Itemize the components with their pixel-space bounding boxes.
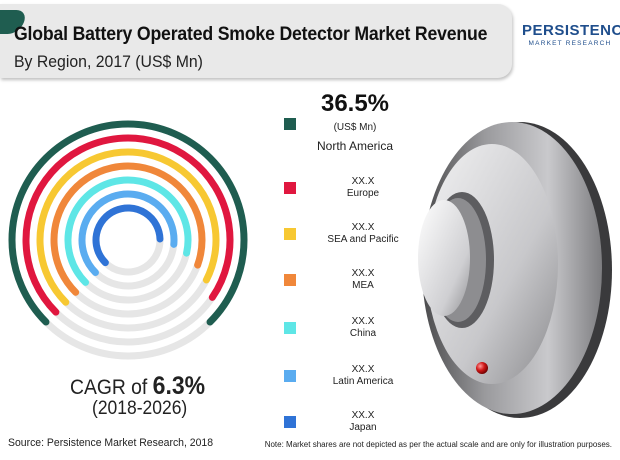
cagr-period: (2018-2026) — [92, 398, 188, 419]
legend-swatch-japan — [284, 416, 296, 428]
source-note: Source: Persistence Market Research, 201… — [8, 437, 214, 449]
title-banner: Global Battery Operated Smoke Detector M… — [0, 4, 512, 78]
legend-label-mea: MEA — [352, 280, 374, 291]
ring-track-4 — [82, 249, 191, 304]
legend-label-europe: Europe — [346, 188, 380, 199]
legend-value-sea-pacific: XX.X — [351, 222, 375, 233]
logo-wordmark: PERSISTENCE — [522, 22, 620, 39]
north-america-name: North America — [316, 139, 394, 153]
smoke-detector-illustration — [418, 122, 612, 418]
ring-track-0 — [43, 318, 214, 360]
legend-value-mea: XX.X — [351, 268, 375, 279]
ring-bar-mea — [50, 162, 206, 296]
ring-track-3 — [72, 261, 202, 318]
ring-bar-north-america — [8, 120, 248, 326]
ring-bar-europe — [22, 134, 234, 316]
chart-title: Global Battery Operated Smoke Detector M… — [14, 24, 488, 45]
ring-bar-sea-and-pacific — [36, 148, 220, 306]
legend-swatch-latin-america — [284, 370, 296, 382]
legend-value-europe: XX.X — [351, 176, 375, 187]
cagr-value: 6.3% — [152, 372, 206, 400]
ring-bar-china — [64, 176, 192, 286]
legend-swatch-europe — [284, 182, 296, 194]
detector-sensor-cap — [418, 200, 470, 316]
ring-track-1 — [53, 293, 216, 346]
chart-subtitle: By Region, 2017 (US$ Mn) — [14, 52, 203, 71]
ring-bar-latin-america — [78, 190, 178, 277]
persistence-logo: PERSISTENCE MARKET RESEARCH — [522, 22, 620, 47]
legend-swatch-china — [284, 322, 296, 334]
legend-label-china: China — [349, 328, 377, 339]
logo-tagline: MARKET RESEARCH — [528, 40, 612, 47]
legend-swatch-sea-pacific — [284, 228, 296, 240]
radial-bar-chart — [8, 120, 248, 360]
legend-label-japan: Japan — [349, 422, 377, 433]
led-indicator-icon — [476, 362, 488, 374]
legend-label-sea-pacific: SEA and Pacific — [327, 234, 399, 245]
cagr-prefix: CAGR of — [70, 376, 153, 399]
north-america-unit: (US$ Mn) — [333, 122, 377, 133]
north-america-value: 36.5% — [320, 90, 390, 117]
ring-bar-japan — [92, 204, 164, 267]
legend-swatch-north-america — [284, 118, 296, 130]
legend-value-china: XX.X — [351, 316, 375, 327]
legend-swatch-mea — [284, 274, 296, 286]
legend-label-latin-america: Latin America — [332, 376, 394, 387]
legend-value-japan: XX.X — [351, 410, 375, 421]
cagr-label: CAGR of 6.3% — [70, 372, 205, 401]
ring-track-2 — [62, 276, 210, 332]
disclaimer-note: Note: Market shares are not depicted as … — [264, 440, 612, 449]
legend-value-latin-america: XX.X — [351, 364, 375, 375]
ring-track-5 — [92, 240, 178, 290]
ring-track-6 — [102, 235, 164, 276]
